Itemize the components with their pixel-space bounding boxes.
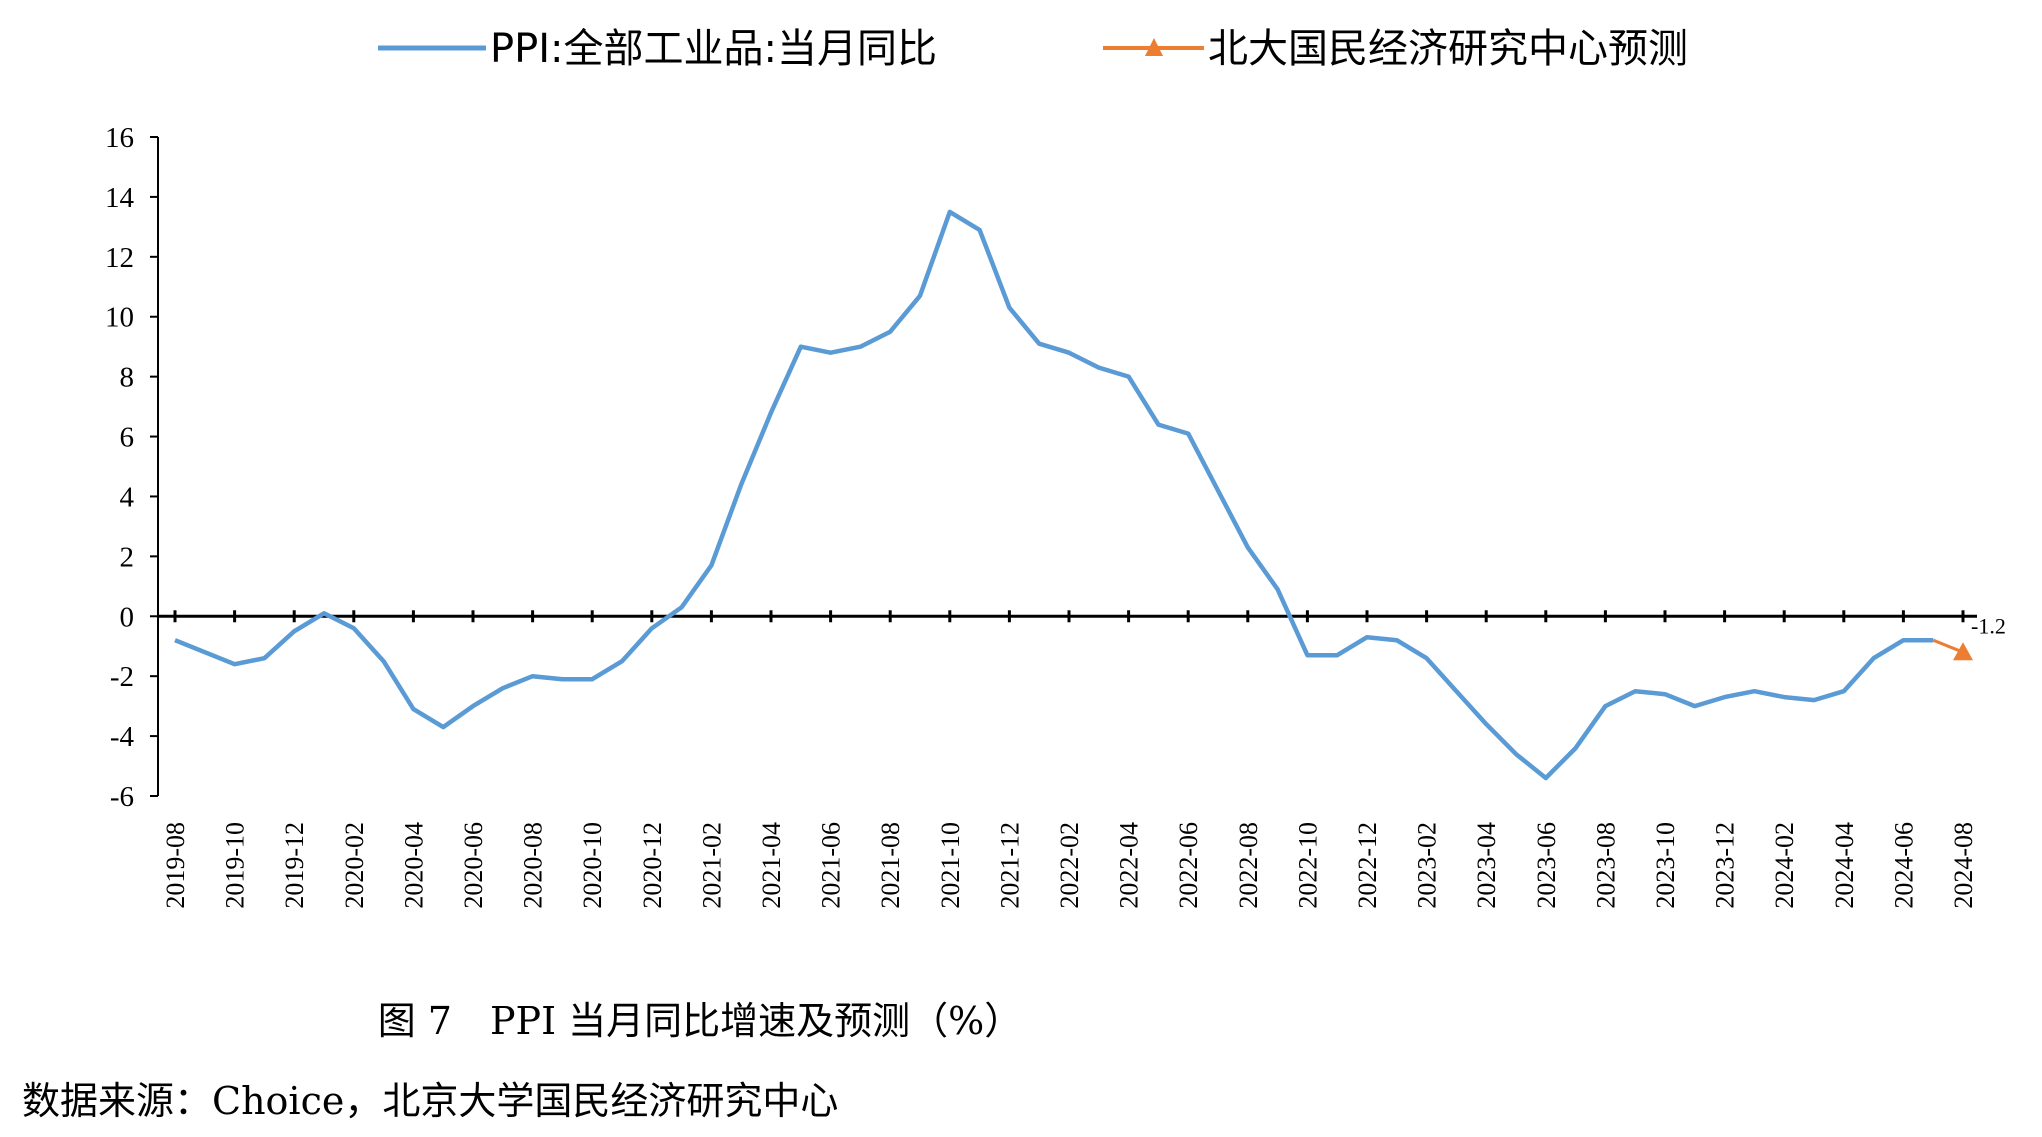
series-layer: -1.2 bbox=[174, 209, 2006, 781]
legend-entry-ppi: PPI:全部工业品:当月同比 bbox=[378, 26, 937, 72]
figure-caption: 图 7 PPI 当月同比增速及预测（%） bbox=[377, 999, 1023, 1043]
y-tick-label: 10 bbox=[105, 302, 134, 334]
legend-entry-forecast: 北大国民经济研究中心预测 bbox=[1103, 26, 1688, 72]
x-tick-label: 2020-04 bbox=[399, 822, 428, 909]
y-tick-label: 4 bbox=[120, 481, 135, 513]
forecast-data-label: -1.2 bbox=[1971, 613, 2006, 638]
x-tick-label: 2024-06 bbox=[1889, 822, 1918, 909]
ppi-line-chart: PPI:全部工业品:当月同比 北大国民经济研究中心预测 -6 -4 -2 0 2 4 6 8 1… bbox=[105, 26, 2006, 909]
x-tick-label: 2021-08 bbox=[876, 822, 905, 909]
legend-label-forecast: 北大国民经济研究中心预测 bbox=[1208, 26, 1688, 72]
x-tick-label: 2024-08 bbox=[1949, 822, 1978, 909]
x-tick-label: 2022-06 bbox=[1174, 822, 1203, 909]
y-tick-label: 14 bbox=[105, 182, 135, 214]
legend: PPI:全部工业品:当月同比 北大国民经济研究中心预测 bbox=[378, 26, 1688, 72]
x-tick-label: 2020-12 bbox=[638, 822, 667, 909]
x-tick-label: 2020-10 bbox=[578, 822, 607, 909]
series-line-ppi bbox=[174, 209, 1934, 781]
data-source-note: 数据来源：Choice，北京大学国民经济研究中心 bbox=[22, 1079, 839, 1123]
x-tick-label: 2019-12 bbox=[280, 822, 309, 909]
x-tick-label: 2020-06 bbox=[459, 822, 488, 909]
x-axis: 2019-08 2019-10 2019-12 2020-02 2020-04 2020-… bbox=[158, 610, 1978, 909]
x-tick-label: 2022-12 bbox=[1353, 822, 1382, 909]
legend-label-ppi: PPI:全部工业品:当月同比 bbox=[490, 26, 937, 72]
x-tick-label: 2023-06 bbox=[1532, 822, 1561, 909]
x-tick-label: 2021-04 bbox=[757, 822, 786, 909]
x-tick-label: 2023-12 bbox=[1711, 822, 1740, 909]
y-tick-label: 12 bbox=[105, 242, 134, 274]
x-tick-label: 2020-08 bbox=[519, 822, 548, 909]
x-tick-label: 2024-02 bbox=[1770, 822, 1799, 909]
x-tick-label: 2023-08 bbox=[1591, 822, 1620, 909]
x-tick-label: 2019-08 bbox=[161, 822, 190, 909]
x-tick-label: 2021-10 bbox=[936, 822, 965, 909]
x-tick-label: 2021-12 bbox=[995, 822, 1024, 909]
x-tick-label: 2023-02 bbox=[1413, 822, 1442, 909]
y-tick-label: -2 bbox=[110, 661, 134, 693]
x-tick-label: 2023-10 bbox=[1651, 822, 1680, 909]
x-tick-label: 2023-04 bbox=[1472, 822, 1501, 909]
x-tick-label: 2021-06 bbox=[817, 822, 846, 909]
y-tick-label: 0 bbox=[120, 601, 135, 633]
x-tick-label: 2022-08 bbox=[1234, 822, 1263, 909]
y-tick-label: 6 bbox=[120, 422, 135, 454]
x-tick-label: 2021-02 bbox=[697, 822, 726, 909]
y-tick-label: 16 bbox=[105, 122, 134, 154]
y-tick-label: -6 bbox=[110, 781, 134, 813]
forecast-marker bbox=[1953, 642, 1973, 661]
y-tick-label: -4 bbox=[110, 721, 135, 753]
x-tick-label: 2024-04 bbox=[1830, 822, 1859, 909]
x-tick-label: 2022-02 bbox=[1055, 822, 1084, 909]
x-tick-label: 2022-04 bbox=[1115, 822, 1144, 909]
y-tick-label: 8 bbox=[120, 362, 135, 394]
x-tick-label: 2020-02 bbox=[340, 822, 369, 909]
legend-marker-forecast bbox=[1145, 38, 1163, 56]
x-tick-label: 2019-10 bbox=[221, 822, 250, 909]
y-tick-label: 2 bbox=[120, 541, 135, 573]
series-line-forecast bbox=[1932, 638, 1964, 654]
x-tick-label: 2022-10 bbox=[1293, 822, 1322, 909]
y-axis: -6 -4 -2 0 2 4 6 8 10 12 14 16 bbox=[105, 122, 159, 813]
